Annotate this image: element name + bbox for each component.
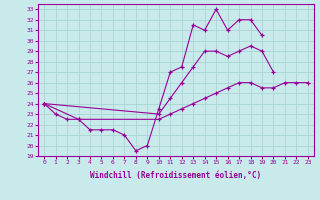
X-axis label: Windchill (Refroidissement éolien,°C): Windchill (Refroidissement éolien,°C) xyxy=(91,171,261,180)
